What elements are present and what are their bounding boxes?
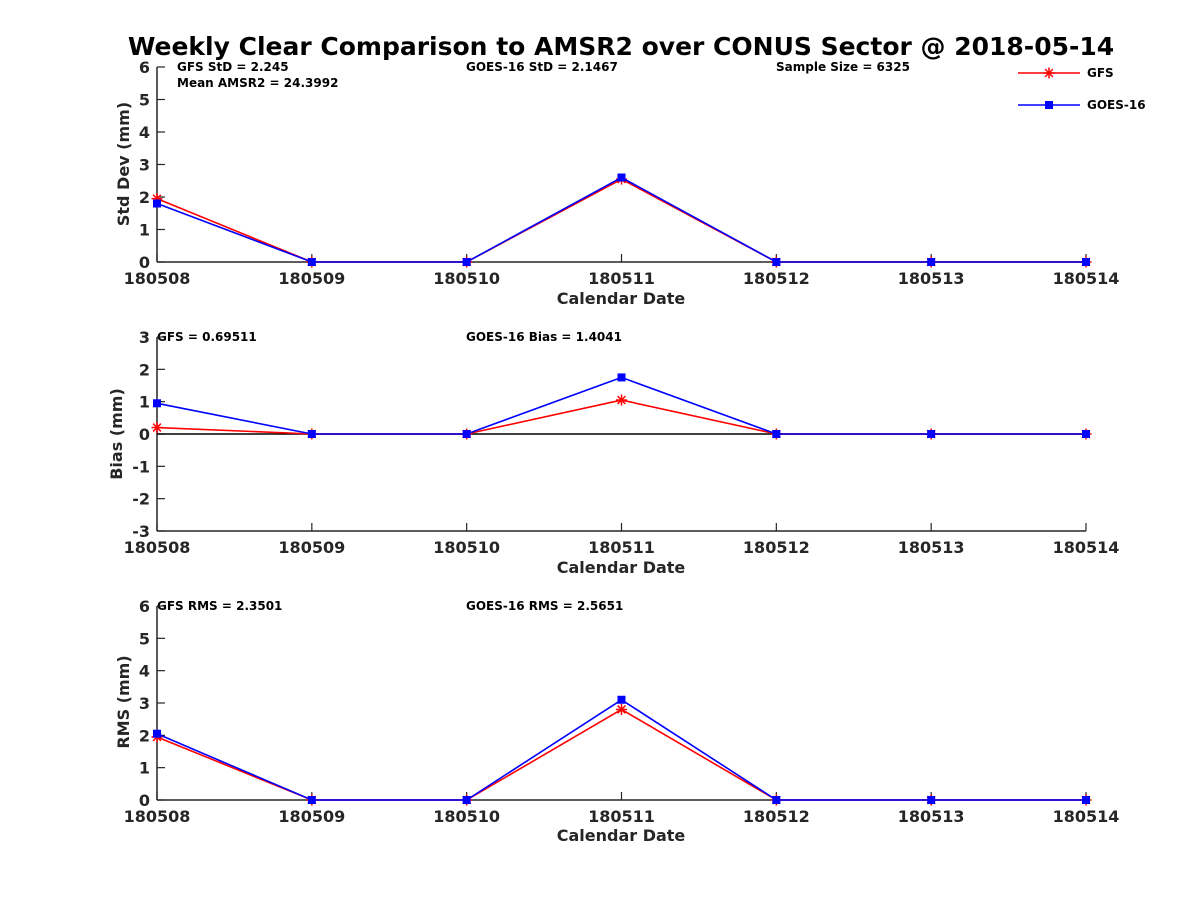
bias-ytick-label: 0 <box>139 425 150 444</box>
rms-ytick-label: 6 <box>139 597 150 616</box>
legend-goes-label: GOES-16 <box>1087 98 1146 112</box>
legend-gfs-asterisk <box>1043 67 1055 79</box>
stddev-xtick-label: 180511 <box>588 269 655 288</box>
stddev-ytick-label: 5 <box>139 91 150 110</box>
rms-xtick-label: 180512 <box>743 807 810 826</box>
rms-xtick-label: 180513 <box>898 807 965 826</box>
stddev-goes16-point <box>927 258 936 266</box>
rms-ytick-label: 0 <box>139 791 150 810</box>
stddev-panel: GFS StD = 2.245 GOES-16 StD = 2.1467 Sam… <box>114 58 1119 308</box>
bias-ytick-label: -2 <box>132 490 150 509</box>
bias-xtick-label: 180511 <box>588 538 655 557</box>
bias-xtick-label: 180512 <box>743 538 810 557</box>
rms-goes16-point <box>927 796 936 804</box>
gfs-bias-stat: GFS = 0.69511 <box>157 330 257 344</box>
rms-panel: GFS RMS = 2.3501 GOES-16 RMS = 2.5651 Ca… <box>114 597 1119 845</box>
rms-goes16-point <box>617 695 626 704</box>
bias-xtick-label: 180514 <box>1053 538 1120 557</box>
rms-ytick-label: 1 <box>139 759 150 778</box>
stddev-ylabel: Std Dev (mm) <box>114 102 133 226</box>
rms-ytick-label: 2 <box>139 726 150 745</box>
sample-size-stat: Sample Size = 6325 <box>776 60 910 74</box>
goes-std-stat: GOES-16 StD = 2.1467 <box>466 60 618 74</box>
bias-xtick-label: 180508 <box>124 538 191 557</box>
stddev-ytick-label: 6 <box>139 58 150 77</box>
legend-gfs-marker <box>1043 67 1055 79</box>
stddev-ytick-label: 2 <box>139 188 150 207</box>
bias-goes16-point <box>153 399 161 408</box>
legend: GFS GOES-16 <box>1018 66 1146 112</box>
stddev-xtick-label: 180512 <box>743 269 810 288</box>
gfs-rms-stat: GFS RMS = 2.3501 <box>157 599 282 613</box>
rms-xtick-label: 180511 <box>588 807 655 826</box>
stddev-goes16-point <box>462 258 471 266</box>
rms-xtick-label: 180514 <box>1053 807 1120 826</box>
rms-xtick-label: 180508 <box>124 807 191 826</box>
bias-xlabel: Calendar Date <box>557 558 686 577</box>
bias-goes16-point <box>1082 430 1090 438</box>
stddev-goes16-point <box>617 173 626 182</box>
rms-gfs-point <box>616 703 627 715</box>
stddev-goes16-point <box>772 258 781 266</box>
rms-goes16-point <box>307 796 316 804</box>
rms-xtick-label: 180509 <box>278 807 345 826</box>
bias-xtick-label: 180510 <box>433 538 500 557</box>
gfs-std-stat: GFS StD = 2.245 <box>177 60 289 74</box>
mean-amsr2-stat: Mean AMSR2 = 24.3992 <box>177 76 338 90</box>
bias-gfs-point <box>616 394 627 406</box>
goes-bias-stat: GOES-16 Bias = 1.4041 <box>466 330 622 344</box>
bias-xtick-label: 180513 <box>898 538 965 557</box>
bias-xtick-label: 180509 <box>278 538 345 557</box>
legend-gfs-label: GFS <box>1087 66 1114 80</box>
goes-rms-stat: GOES-16 RMS = 2.5651 <box>466 599 623 613</box>
bias-ytick-label: -3 <box>132 522 150 541</box>
rms-goes16-point <box>153 729 161 738</box>
stddev-xtick-label: 180509 <box>278 269 345 288</box>
stddev-goes16-point <box>1082 258 1090 266</box>
bias-goes16-point <box>307 430 316 438</box>
bias-goes16-line <box>156 376 1086 435</box>
rms-goes16-point <box>772 796 781 804</box>
rms-gfs-line <box>156 708 1086 801</box>
stddev-xtick-label: 180508 <box>124 269 191 288</box>
bias-ytick-label: -1 <box>132 457 150 476</box>
rms-xlabel: Calendar Date <box>557 826 686 845</box>
stddev-ytick-label: 1 <box>139 221 150 240</box>
stddev-ytick-label: 3 <box>139 156 150 175</box>
stddev-xtick-label: 180513 <box>898 269 965 288</box>
bias-goes16-point <box>462 430 471 438</box>
stddev-ytick-label: 4 <box>139 123 150 142</box>
stddev-xlabel: Calendar Date <box>557 289 686 308</box>
rms-ytick-label: 5 <box>139 629 150 648</box>
rms-ytick-label: 3 <box>139 694 150 713</box>
bias-ytick-label: 3 <box>139 328 150 347</box>
rms-ylabel: RMS (mm) <box>114 655 133 748</box>
bias-goes16-point <box>927 430 936 438</box>
rms-goes16-point <box>462 796 471 804</box>
figure-title: Weekly Clear Comparison to AMSR2 over CO… <box>128 32 1114 61</box>
stddev-ytick-label: 0 <box>139 253 150 272</box>
rms-goes16-point <box>1082 796 1090 804</box>
bias-ytick-label: 2 <box>139 360 150 379</box>
bias-panel: GFS = 0.69511 GOES-16 Bias = 1.4041 Cale… <box>107 328 1119 577</box>
rms-ytick-label: 4 <box>139 662 150 681</box>
bias-ylabel: Bias (mm) <box>107 388 126 480</box>
bias-gfs-point <box>151 422 163 434</box>
bias-ytick-label: 1 <box>139 393 150 412</box>
legend-goes-marker <box>1045 101 1053 109</box>
stddev-goes16-point <box>153 199 161 208</box>
legend-goes-square <box>1045 101 1053 109</box>
bias-goes16-point <box>617 373 626 382</box>
rms-xtick-label: 180510 <box>433 807 500 826</box>
stddev-xtick-label: 180514 <box>1053 269 1120 288</box>
stddev-goes16-point <box>307 258 316 266</box>
stddev-xtick-label: 180510 <box>433 269 500 288</box>
stddev-goes16-line <box>156 176 1086 263</box>
stddev-gfs-line <box>156 178 1086 263</box>
bias-goes16-point <box>772 430 781 438</box>
